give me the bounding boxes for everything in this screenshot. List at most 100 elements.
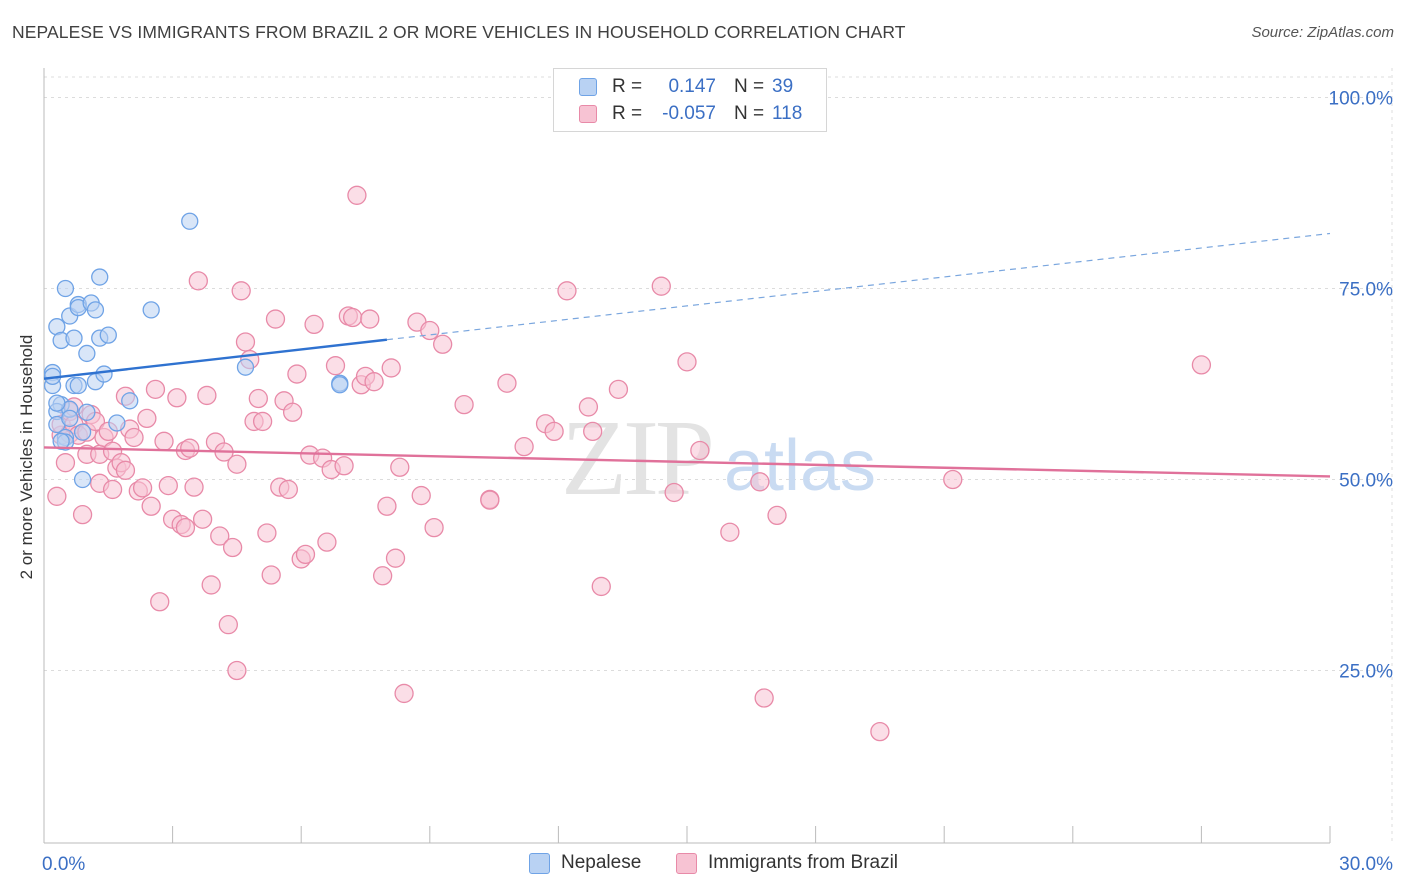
data-point (121, 392, 139, 410)
data-point (142, 301, 160, 319)
legend-label: Immigrants from Brazil (708, 852, 899, 873)
data-point (218, 615, 238, 635)
data-point (48, 394, 66, 412)
nepalese-legend-swatch (529, 853, 550, 874)
data-point (1191, 355, 1212, 375)
data-point (184, 477, 204, 497)
data-point (261, 565, 281, 585)
data-point (124, 427, 144, 448)
data-point (115, 460, 136, 480)
data-point (137, 408, 157, 429)
data-point (360, 309, 380, 329)
data-point (364, 372, 384, 392)
data-point (188, 271, 208, 291)
grid-lines (44, 68, 1393, 843)
data-point (433, 334, 453, 354)
legend-row-nepalese: R = 0.147 N = 39 (554, 75, 826, 101)
data-point (943, 469, 963, 490)
y-tick-label: 100.0% (1329, 89, 1394, 110)
stats-legend: R = 0.147 N = 39 R = -0.057 N = 118 (553, 68, 827, 132)
data-point (78, 403, 96, 421)
data-point (180, 438, 200, 458)
data-point (192, 509, 213, 529)
data-point (583, 421, 603, 442)
data-point (557, 281, 577, 301)
data-point (154, 431, 174, 451)
r-value: 0.147 (668, 76, 716, 97)
watermark: ZIP atlas (561, 399, 876, 518)
data-point (411, 485, 431, 506)
data-point (591, 576, 611, 597)
n-label: N = (734, 103, 765, 124)
data-point (394, 683, 414, 704)
data-point (278, 479, 298, 500)
r-label: R = (612, 76, 643, 97)
brazil-legend-swatch (676, 853, 697, 874)
data-point (231, 281, 251, 301)
data-point (108, 414, 126, 432)
data-point (181, 212, 199, 230)
source-label: Source: ZipAtlas.com (1251, 24, 1394, 41)
y-tick-label: 50.0% (1339, 471, 1393, 492)
chart-title: NEPALESE VS IMMIGRANTS FROM BRAZIL 2 OR … (12, 22, 906, 42)
legend-label: Nepalese (561, 852, 642, 873)
data-point (325, 356, 346, 376)
data-point (578, 397, 599, 417)
data-point (236, 358, 255, 376)
data-point (608, 379, 629, 399)
data-point (750, 472, 770, 492)
data-point (91, 268, 109, 286)
data-point (78, 344, 96, 363)
data-point (690, 440, 710, 461)
n-value: 118 (772, 103, 803, 124)
axis-labels: 25.0% 50.0% 75.0% 100.0% 0.0% 30.0% 2 or more … (17, 89, 1393, 876)
data-point (390, 457, 410, 477)
data-point (69, 376, 87, 395)
legend-row-brazil: R = -0.057 N = 118 (554, 102, 826, 128)
data-point (102, 479, 123, 500)
trend-lines (43, 232, 1331, 478)
data-point (754, 688, 774, 708)
data-point (197, 385, 217, 406)
x-tick-label-min: 0.0% (42, 854, 85, 875)
data-point (377, 496, 397, 516)
data-point (381, 358, 401, 378)
data-point (347, 185, 367, 205)
data-point (420, 320, 440, 341)
brazil-trend-line (43, 446, 1331, 478)
data-point (265, 309, 286, 329)
data-point (304, 314, 324, 335)
data-point (227, 660, 247, 681)
data-point (145, 379, 166, 399)
brazil-swatch (579, 105, 597, 123)
data-point (52, 432, 70, 450)
x-tick-label-max: 30.0% (1339, 854, 1393, 875)
r-label: R = (612, 103, 643, 124)
nepalese-swatch (579, 78, 597, 96)
n-label: N = (734, 76, 765, 97)
data-point (222, 537, 243, 558)
data-point (282, 402, 303, 422)
data-point (767, 505, 787, 526)
data-point (372, 566, 393, 586)
data-point (677, 352, 697, 372)
data-point (56, 279, 75, 298)
data-point (99, 326, 117, 344)
data-point (95, 365, 113, 383)
axes (43, 68, 1331, 844)
data-point (480, 490, 500, 510)
data-point (210, 526, 230, 546)
data-point (870, 721, 890, 742)
data-point (73, 423, 92, 441)
data-point (664, 482, 684, 503)
data-point (201, 575, 221, 595)
y-axis-title: 2 or more Vehicles in Household (17, 335, 36, 580)
data-point (73, 470, 92, 489)
data-point (424, 517, 444, 538)
data-point (248, 388, 268, 409)
data-point (651, 276, 671, 296)
data-point (141, 496, 161, 516)
data-point (61, 409, 79, 428)
data-point (317, 532, 337, 552)
data-point (454, 394, 474, 415)
